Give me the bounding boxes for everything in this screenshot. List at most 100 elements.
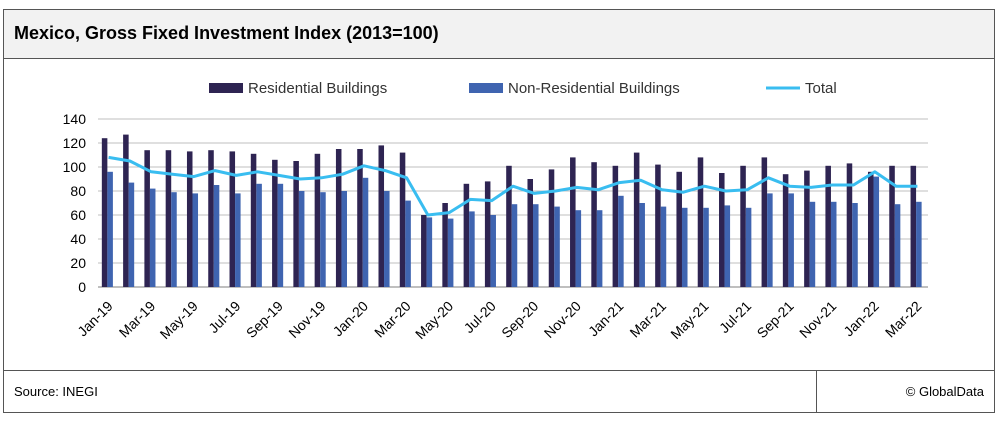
residential-bar xyxy=(165,150,172,287)
title-bar: Mexico, Gross Fixed Investment Index (20… xyxy=(4,10,994,59)
residential-bar xyxy=(229,151,236,287)
legend-swatch xyxy=(469,83,503,93)
non-residential-bar xyxy=(533,204,539,287)
legend-swatch xyxy=(209,83,243,93)
x-tick-label: Nov-21 xyxy=(796,298,839,341)
x-tick-label: Mar-21 xyxy=(626,298,669,341)
footer-divider xyxy=(816,371,817,413)
residential-bar xyxy=(612,165,619,287)
chart-title: Mexico, Gross Fixed Investment Index (20… xyxy=(14,23,439,43)
chart-frame: Mexico, Gross Fixed Investment Index (20… xyxy=(3,9,995,413)
residential-bar xyxy=(633,152,640,287)
x-tick-label: Nov-19 xyxy=(285,298,328,341)
x-tick-label: May-21 xyxy=(667,298,711,342)
y-tick-label: 0 xyxy=(78,279,86,295)
x-tick-label: Nov-20 xyxy=(541,298,584,341)
non-residential-bar xyxy=(490,215,496,287)
residential-bar xyxy=(506,165,512,287)
legend-label: Residential Buildings xyxy=(248,80,387,97)
residential-bar xyxy=(782,174,789,287)
legend-label: Non-Residential Buildings xyxy=(508,80,680,97)
y-tick-label: 80 xyxy=(70,183,86,199)
residential-bar xyxy=(867,171,874,287)
x-tick-label: Mar-22 xyxy=(882,298,925,341)
non-residential-bar xyxy=(171,192,177,287)
residential-bar xyxy=(719,173,725,287)
residential-bar xyxy=(144,150,150,287)
non-residential-bar xyxy=(341,191,347,287)
non-residential-bar xyxy=(745,207,752,287)
x-tick-label: Jan-22 xyxy=(840,298,882,340)
residential-bar xyxy=(697,157,704,287)
non-residential-bar xyxy=(362,177,369,287)
non-residential-bar xyxy=(447,218,454,287)
residential-bar xyxy=(399,152,406,287)
x-tick-label: Jan-19 xyxy=(74,298,116,340)
non-residential-bar xyxy=(277,183,284,287)
x-tick-label: Sep-20 xyxy=(498,298,541,341)
x-tick-label: Jul-19 xyxy=(205,298,243,336)
non-residential-bar xyxy=(809,201,816,287)
non-residential-bar xyxy=(554,206,560,287)
x-tick-label: Mar-20 xyxy=(371,298,414,341)
residential-bar xyxy=(421,215,427,287)
non-residential-bar xyxy=(235,193,241,287)
residential-bar xyxy=(208,150,214,287)
residential-bar xyxy=(570,157,576,287)
non-residential-bar xyxy=(852,203,858,287)
non-residential-bar xyxy=(575,210,582,287)
residential-bar xyxy=(101,138,108,287)
y-tick-label: 20 xyxy=(70,255,86,271)
residential-bar xyxy=(123,134,129,287)
non-residential-bar xyxy=(192,193,199,287)
x-tick-label: Mar-19 xyxy=(116,298,159,341)
non-residential-bar xyxy=(618,195,624,287)
residential-bar xyxy=(761,157,768,287)
legend-label: Total xyxy=(805,80,837,97)
non-residential-bar xyxy=(788,193,794,287)
residential-bar xyxy=(484,181,491,287)
y-tick-label: 120 xyxy=(63,135,87,151)
non-residential-bar xyxy=(596,210,603,287)
non-residential-bar xyxy=(639,203,645,287)
residential-bar xyxy=(825,165,831,287)
residential-bar xyxy=(676,171,682,287)
copyright-label: © GlobalData xyxy=(905,384,984,399)
y-tick-label: 40 xyxy=(70,231,86,247)
non-residential-bar xyxy=(256,183,262,287)
non-residential-bar xyxy=(469,211,475,287)
non-residential-bar xyxy=(320,192,326,287)
non-residential-bar xyxy=(703,207,709,287)
non-residential-bar xyxy=(894,204,901,287)
non-residential-bar xyxy=(873,176,880,287)
residential-bar xyxy=(655,164,661,287)
residential-bar xyxy=(889,165,895,287)
residential-bar xyxy=(335,149,342,287)
residential-bar xyxy=(442,203,448,287)
non-residential-bar xyxy=(724,205,731,287)
source-label: Source: INEGI xyxy=(14,384,98,399)
residential-bar xyxy=(463,183,470,287)
non-residential-bar xyxy=(681,207,688,287)
x-tick-label: Jul-20 xyxy=(461,298,499,336)
residential-bar xyxy=(527,179,534,287)
x-tick-label: May-20 xyxy=(412,298,456,342)
y-tick-label: 140 xyxy=(63,111,87,127)
non-residential-bar xyxy=(149,188,156,287)
total-line xyxy=(108,155,918,217)
x-tick-label: Jan-20 xyxy=(330,298,372,340)
non-residential-bar xyxy=(426,217,433,287)
residential-bar xyxy=(740,165,746,287)
non-residential-bar xyxy=(830,201,837,287)
footer: Source: INEGI © GlobalData xyxy=(4,370,994,413)
y-tick-label: 100 xyxy=(63,159,87,175)
x-tick-label: May-19 xyxy=(157,298,201,342)
x-tick-label: Jan-21 xyxy=(585,298,627,340)
residential-bar xyxy=(548,169,555,287)
non-residential-bar xyxy=(107,171,113,287)
x-tick-label: Jul-21 xyxy=(716,298,754,336)
residential-bar xyxy=(378,145,385,287)
non-residential-bar xyxy=(511,204,518,287)
non-residential-bar xyxy=(916,201,922,287)
